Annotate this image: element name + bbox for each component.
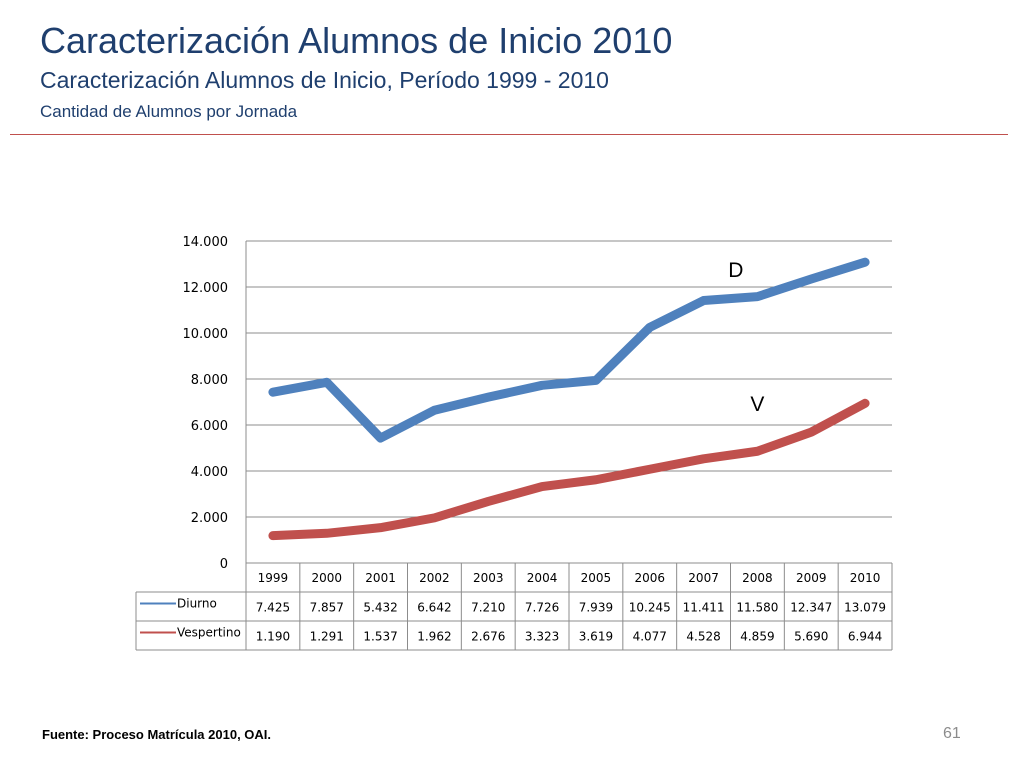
y-tick-label: 12.000	[183, 281, 229, 296]
x-tick-label: 2005	[581, 571, 612, 585]
data-label: 2.676	[471, 630, 505, 644]
series-annotation-d: D	[728, 259, 743, 282]
data-label: 6.944	[848, 630, 882, 644]
chart-caption: Cantidad de Alumnos por Jornada	[40, 102, 298, 121]
data-label: 7.425	[256, 601, 290, 615]
y-tick-label: 10.000	[183, 327, 229, 342]
data-label: 1.190	[256, 630, 290, 644]
data-label: 12.347	[790, 601, 832, 615]
series-line-vespertino	[268, 398, 870, 541]
data-label: 3.323	[525, 630, 559, 644]
data-label: 1.291	[310, 630, 344, 644]
data-label: 7.939	[579, 601, 613, 615]
page-number: 61	[943, 725, 961, 742]
y-tick-label: 4.000	[191, 465, 228, 480]
x-tick-label: 2008	[742, 571, 773, 585]
x-tick-label: 1999	[258, 571, 289, 585]
data-label: 1.537	[363, 630, 397, 644]
x-tick-label: 2006	[634, 571, 665, 585]
x-tick-label: 2009	[796, 571, 827, 585]
x-tick-label: 2004	[527, 571, 558, 585]
data-label: 5.690	[794, 630, 828, 644]
x-tick-label: 2010	[850, 571, 881, 585]
data-label: 7.726	[525, 601, 559, 615]
data-label: 4.077	[633, 630, 667, 644]
x-tick-label: 2001	[365, 571, 396, 585]
y-tick-label: 6.000	[191, 419, 228, 434]
legend-label-diurno: Diurno	[177, 597, 217, 611]
y-tick-label: 0	[220, 557, 228, 572]
legend-label-vespertino: Vespertino	[177, 626, 241, 640]
series-annotation-v: V	[750, 393, 764, 416]
source-note: Fuente: Proceso Matrícula 2010, OAI.	[42, 727, 272, 742]
data-label: 7.857	[310, 601, 344, 615]
data-label: 10.245	[629, 601, 671, 615]
data-label: 5.432	[363, 601, 397, 615]
x-tick-label: 2007	[688, 571, 719, 585]
data-label: 4.528	[686, 630, 720, 644]
data-label: 7.210	[471, 601, 505, 615]
x-tick-label: 2002	[419, 571, 450, 585]
x-tick-label: 2000	[311, 571, 342, 585]
data-label: 4.859	[740, 630, 774, 644]
series-line-diurno	[268, 257, 870, 443]
data-label: 11.580	[736, 601, 778, 615]
slide-title: Caracterización Alumnos de Inicio 2010	[40, 20, 673, 61]
y-tick-label: 14.000	[183, 235, 229, 250]
data-label: 6.642	[417, 601, 451, 615]
data-label: 13.079	[844, 601, 886, 615]
data-label: 11.411	[683, 601, 725, 615]
y-tick-label: 2.000	[191, 511, 228, 526]
y-tick-label: 8.000	[191, 373, 228, 388]
data-label: 3.619	[579, 630, 613, 644]
data-label: 1.962	[417, 630, 451, 644]
title-divider	[10, 134, 1008, 135]
slide-subtitle: Caracterización Alumnos de Inicio, Perío…	[40, 67, 609, 93]
x-tick-label: 2003	[473, 571, 504, 585]
